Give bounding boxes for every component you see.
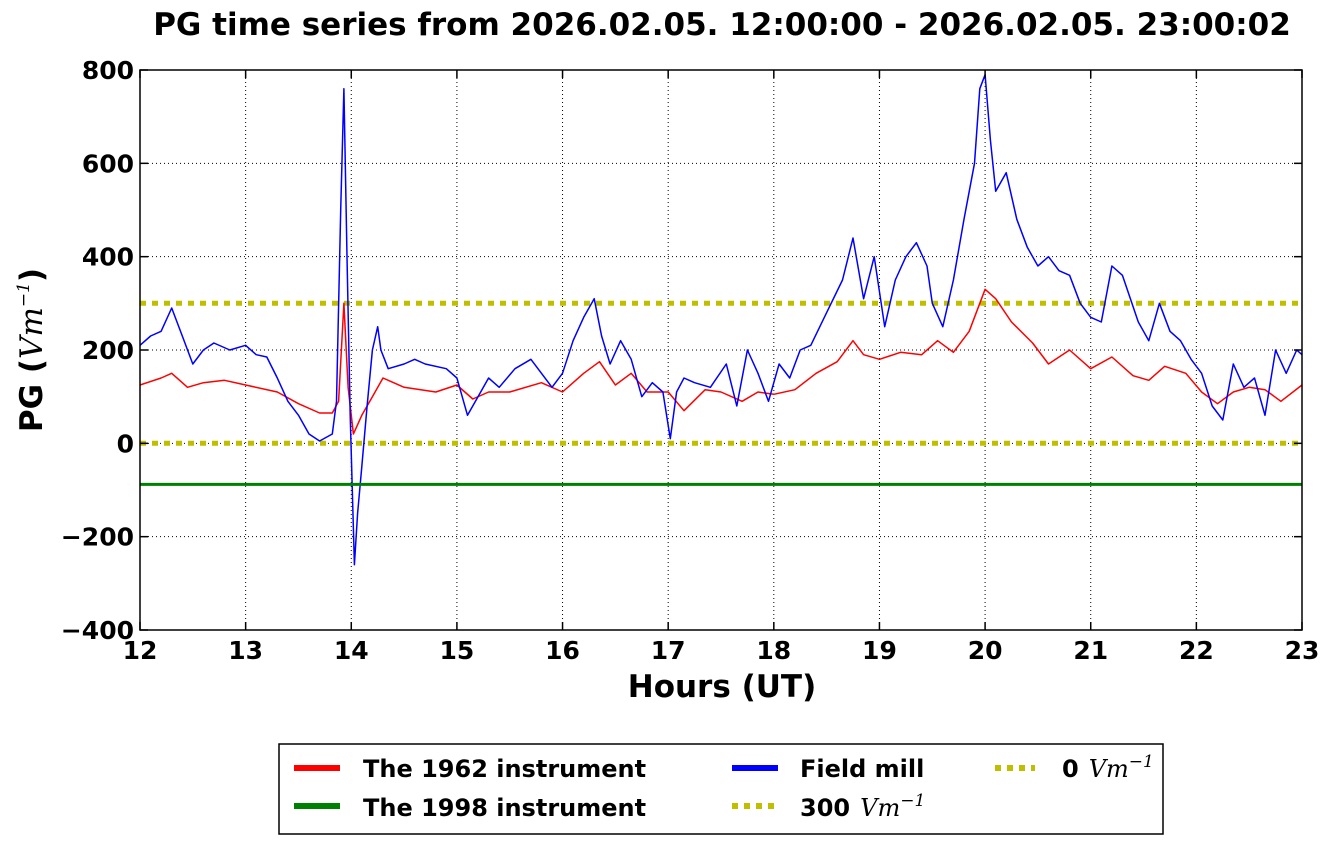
legend-label-300-unit: Vm <box>860 794 900 822</box>
x-tick-label-14: 14 <box>334 636 369 665</box>
series-lines <box>139 73 1303 566</box>
x-tick-label-21: 21 <box>1073 636 1108 665</box>
y-tick-label-5: −200 <box>61 523 134 552</box>
y-tick-label-3: 200 <box>82 336 134 365</box>
y-tick-label-4: 0 <box>117 429 134 458</box>
legend: The 1962 instrument The 1998 instrument … <box>278 743 1164 835</box>
y-axis-label-exponent: −1 <box>14 282 34 307</box>
x-tick-label-16: 16 <box>545 636 580 665</box>
y-axis-label: PG (Vm−1) <box>14 268 50 432</box>
x-tick-label-22: 22 <box>1179 636 1214 665</box>
legend-label-300-line: 300 Vm−1 <box>800 791 925 822</box>
axis-ticks: 12 13 14 15 16 17 18 19 20 21 22 23 800 600 400 200 0 −20… <box>61 56 1320 665</box>
x-tick-label-23: 23 <box>1285 636 1320 665</box>
y-tick-label-0: 800 <box>82 56 134 85</box>
y-tick-label-6: −400 <box>61 616 134 645</box>
x-tick-label-20: 20 <box>968 636 1003 665</box>
y-axis-label-prefix: PG ( <box>14 359 50 432</box>
legend-label-field-mill: Field mill <box>800 755 924 783</box>
legend-label-0-exponent: −1 <box>1129 752 1154 772</box>
chart-title: PG time series from 2026.02.05. 12:00:00… <box>153 7 1291 43</box>
x-tick-label-17: 17 <box>651 636 686 665</box>
y-axis-label-unit: Vm <box>14 307 50 359</box>
legend-frame <box>278 743 1164 835</box>
x-tick-label-12: 12 <box>123 636 158 665</box>
y-tick-label-1: 600 <box>82 149 134 178</box>
x-tick-label-19: 19 <box>862 636 897 665</box>
legend-label-0-value: 0 <box>1062 755 1079 783</box>
legend-label-300-value: 300 <box>800 794 850 822</box>
legend-label-0-unit: Vm <box>1089 755 1129 783</box>
x-axis-label: Hours (UT) <box>628 669 817 705</box>
legend-label-1998-instrument: The 1998 instrument <box>363 794 646 822</box>
grid-lines <box>140 70 1302 630</box>
series-line-field-mill <box>139 73 1303 566</box>
y-axis-label-suffix: ) <box>14 268 50 282</box>
y-tick-label-2: 400 <box>82 243 134 272</box>
series-line-the-1962-instrument <box>139 288 1303 435</box>
x-tick-label-13: 13 <box>228 636 263 665</box>
x-tick-label-18: 18 <box>756 636 791 665</box>
legend-label-1962-instrument: The 1962 instrument <box>363 755 646 783</box>
legend-label-0-line: 0 Vm−1 <box>1062 752 1154 783</box>
x-tick-label-15: 15 <box>440 636 475 665</box>
legend-label-300-exponent: −1 <box>900 791 925 811</box>
